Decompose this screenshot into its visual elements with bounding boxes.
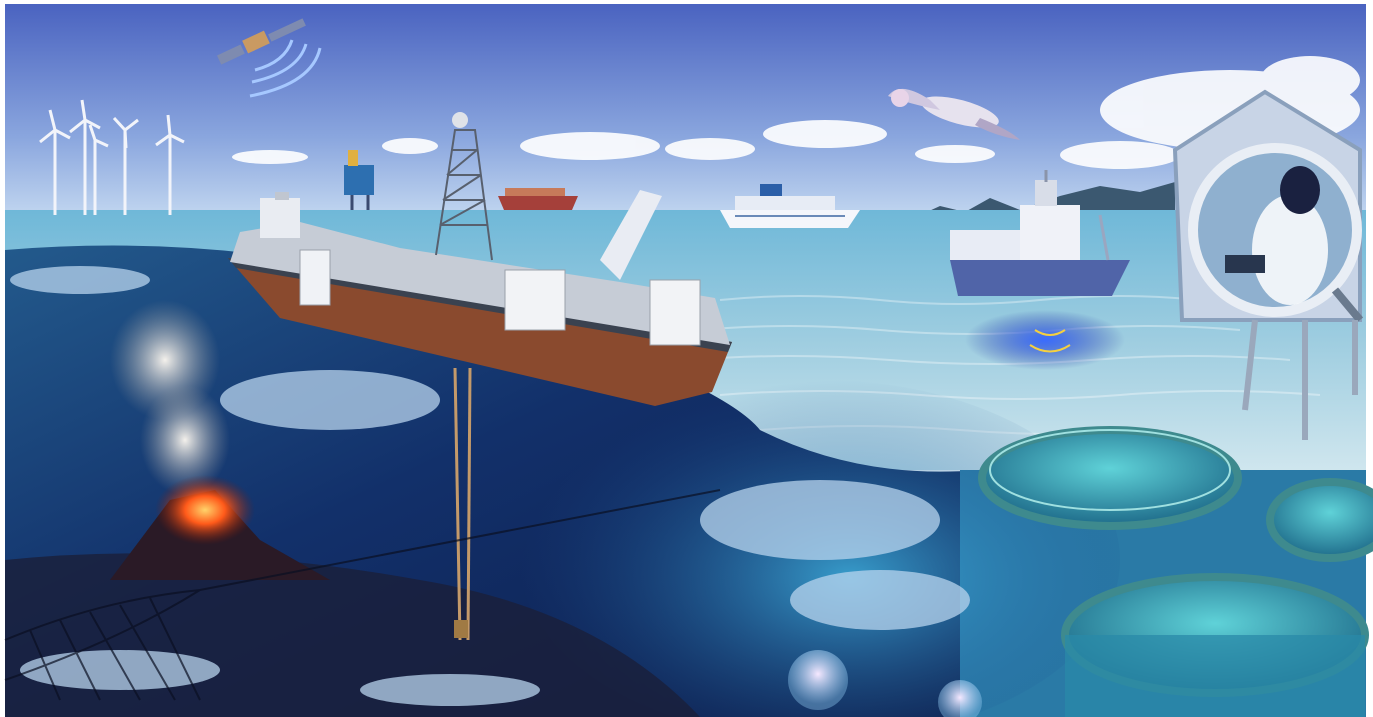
sonar-reflection <box>965 310 1125 370</box>
seagull-icon <box>888 88 1020 140</box>
drill-head <box>454 620 468 638</box>
wind-turbine-icon <box>39 99 185 215</box>
fish-school-icon <box>10 266 970 706</box>
oil-platform-icon <box>344 150 374 210</box>
drill-pipe-icon <box>453 367 472 641</box>
research-vessel-icon <box>950 170 1130 296</box>
sonar-waves <box>1029 329 1071 353</box>
underwater-volcano-icon <box>110 300 330 580</box>
jellyfish-icon <box>788 650 982 717</box>
fish-farm-cage-icon <box>978 426 1373 717</box>
drill-ship-icon <box>228 112 732 406</box>
magnifier-scientist-icon <box>1172 89 1364 440</box>
cruise-ship-icon <box>720 184 860 228</box>
satellite-icon <box>217 18 322 98</box>
cargo-ship-icon <box>498 188 578 210</box>
trawl-net-icon <box>4 489 721 701</box>
